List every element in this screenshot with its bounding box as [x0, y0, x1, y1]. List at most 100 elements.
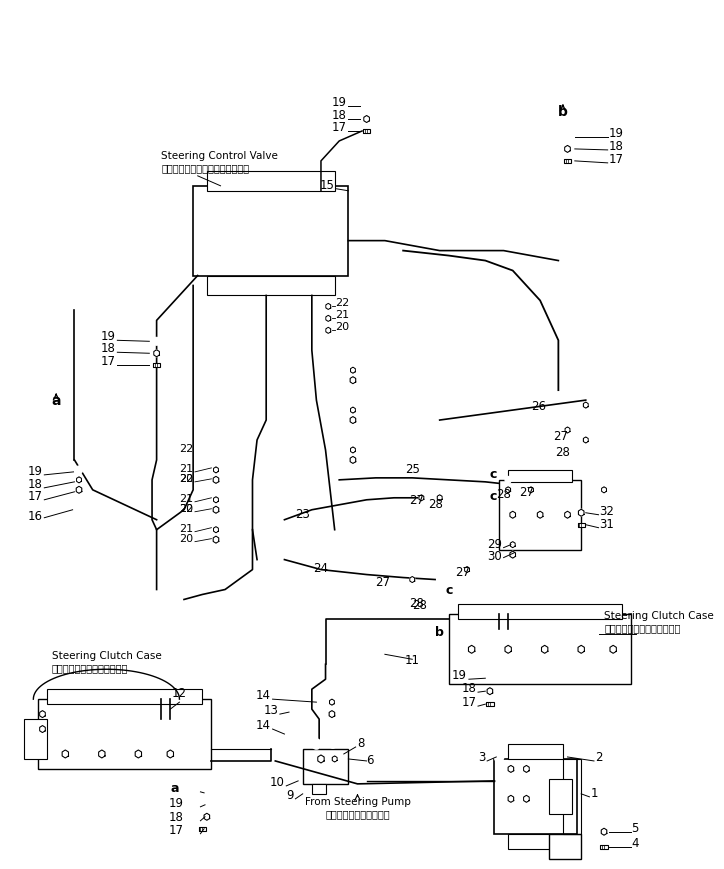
- Polygon shape: [601, 828, 607, 835]
- Circle shape: [511, 543, 514, 546]
- Circle shape: [494, 752, 504, 762]
- Polygon shape: [40, 711, 45, 718]
- Text: 28: 28: [496, 488, 511, 501]
- Polygon shape: [602, 487, 607, 493]
- Text: 17: 17: [609, 153, 623, 166]
- Polygon shape: [350, 416, 355, 423]
- Polygon shape: [465, 567, 469, 573]
- Polygon shape: [506, 487, 510, 493]
- Polygon shape: [329, 700, 334, 705]
- Text: 15: 15: [320, 179, 334, 192]
- Polygon shape: [437, 494, 442, 501]
- Text: Steering Control Valve: Steering Control Valve: [161, 151, 278, 161]
- Polygon shape: [364, 116, 369, 123]
- Text: 2: 2: [595, 751, 602, 764]
- Bar: [47, 689, 202, 704]
- Circle shape: [566, 136, 569, 138]
- Circle shape: [566, 147, 569, 150]
- Circle shape: [525, 767, 528, 771]
- Text: 25: 25: [405, 463, 420, 476]
- Circle shape: [41, 727, 44, 731]
- Text: 22: 22: [179, 444, 193, 454]
- Circle shape: [75, 466, 83, 474]
- Bar: [38, 700, 211, 769]
- Circle shape: [523, 627, 538, 642]
- Text: 28: 28: [409, 598, 424, 610]
- Bar: [600, 845, 607, 849]
- Polygon shape: [329, 711, 334, 718]
- Text: 21: 21: [179, 524, 193, 534]
- Polygon shape: [350, 407, 355, 413]
- Text: 8: 8: [358, 737, 365, 750]
- Polygon shape: [326, 303, 331, 309]
- Circle shape: [601, 476, 607, 483]
- Circle shape: [214, 538, 217, 541]
- Circle shape: [439, 487, 441, 489]
- Polygon shape: [510, 541, 515, 547]
- Bar: [550, 833, 581, 859]
- Text: ステアリングクラッチケース: ステアリングクラッチケース: [51, 663, 128, 673]
- Circle shape: [420, 496, 423, 500]
- Circle shape: [331, 700, 333, 704]
- Text: 20: 20: [179, 534, 193, 544]
- Circle shape: [437, 484, 443, 491]
- Polygon shape: [578, 646, 584, 653]
- Text: c: c: [490, 468, 497, 481]
- Circle shape: [351, 458, 355, 461]
- Polygon shape: [77, 477, 81, 483]
- Text: 17: 17: [461, 696, 476, 709]
- Bar: [487, 702, 494, 706]
- Circle shape: [511, 553, 514, 556]
- Circle shape: [330, 713, 334, 716]
- Polygon shape: [318, 755, 324, 763]
- Circle shape: [223, 219, 245, 242]
- Circle shape: [411, 578, 413, 581]
- Text: 27: 27: [519, 486, 534, 499]
- Circle shape: [327, 305, 329, 308]
- Polygon shape: [468, 646, 475, 653]
- Circle shape: [365, 117, 369, 121]
- Text: a: a: [170, 782, 179, 795]
- Polygon shape: [487, 687, 492, 694]
- Text: 22: 22: [179, 474, 193, 484]
- Circle shape: [256, 219, 277, 242]
- Circle shape: [505, 476, 511, 483]
- Polygon shape: [326, 328, 331, 334]
- Text: 29: 29: [487, 538, 502, 551]
- Circle shape: [566, 428, 569, 432]
- Bar: [578, 523, 585, 527]
- Text: 16: 16: [28, 510, 43, 523]
- Circle shape: [365, 104, 368, 108]
- Polygon shape: [213, 536, 219, 543]
- Text: 19: 19: [169, 797, 183, 810]
- Bar: [312, 784, 326, 794]
- Text: 21: 21: [179, 494, 193, 504]
- Polygon shape: [350, 376, 355, 383]
- Polygon shape: [167, 750, 174, 758]
- Polygon shape: [505, 646, 511, 653]
- Circle shape: [349, 396, 357, 404]
- Text: 18: 18: [609, 140, 623, 153]
- Polygon shape: [542, 646, 548, 653]
- Text: 21: 21: [334, 310, 349, 321]
- Circle shape: [287, 219, 309, 242]
- Circle shape: [539, 513, 542, 516]
- Circle shape: [602, 830, 605, 833]
- Polygon shape: [350, 368, 355, 373]
- Text: 18: 18: [332, 109, 347, 122]
- Text: 32: 32: [599, 505, 615, 518]
- Text: 14: 14: [256, 689, 271, 702]
- Circle shape: [489, 666, 492, 669]
- Bar: [207, 171, 334, 191]
- Circle shape: [509, 531, 516, 539]
- Circle shape: [511, 513, 514, 516]
- Polygon shape: [40, 726, 45, 733]
- Polygon shape: [510, 551, 515, 558]
- Text: 22: 22: [334, 298, 349, 308]
- Circle shape: [543, 647, 547, 651]
- Circle shape: [214, 468, 217, 471]
- Text: 18: 18: [169, 811, 183, 824]
- Text: 30: 30: [487, 549, 502, 562]
- Bar: [563, 759, 581, 833]
- Circle shape: [352, 439, 354, 441]
